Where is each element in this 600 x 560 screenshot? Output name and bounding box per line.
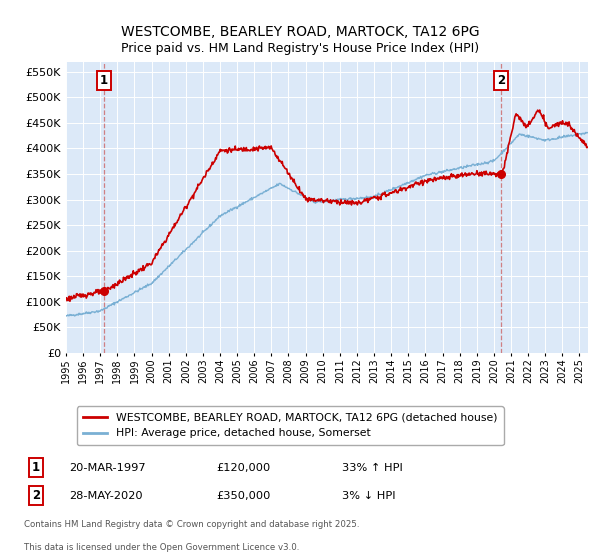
Text: 2: 2 <box>497 74 505 87</box>
Text: Price paid vs. HM Land Registry's House Price Index (HPI): Price paid vs. HM Land Registry's House … <box>121 42 479 55</box>
Text: WESTCOMBE, BEARLEY ROAD, MARTOCK, TA12 6PG: WESTCOMBE, BEARLEY ROAD, MARTOCK, TA12 6… <box>121 25 479 39</box>
Text: £120,000: £120,000 <box>216 463 270 473</box>
Text: 1: 1 <box>32 461 40 474</box>
Text: 2: 2 <box>32 489 40 502</box>
Legend: WESTCOMBE, BEARLEY ROAD, MARTOCK, TA12 6PG (detached house), HPI: Average price,: WESTCOMBE, BEARLEY ROAD, MARTOCK, TA12 6… <box>77 407 503 445</box>
Text: 1: 1 <box>100 74 108 87</box>
Text: This data is licensed under the Open Government Licence v3.0.: This data is licensed under the Open Gov… <box>24 543 299 552</box>
Text: 3% ↓ HPI: 3% ↓ HPI <box>342 491 395 501</box>
Text: £350,000: £350,000 <box>216 491 271 501</box>
Text: 20-MAR-1997: 20-MAR-1997 <box>69 463 146 473</box>
Text: 28-MAY-2020: 28-MAY-2020 <box>69 491 143 501</box>
Text: 33% ↑ HPI: 33% ↑ HPI <box>342 463 403 473</box>
Text: Contains HM Land Registry data © Crown copyright and database right 2025.: Contains HM Land Registry data © Crown c… <box>24 520 359 529</box>
